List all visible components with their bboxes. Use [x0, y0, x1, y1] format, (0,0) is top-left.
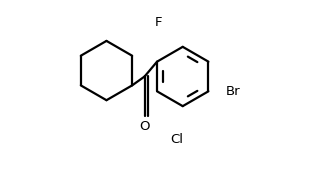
- Text: Cl: Cl: [170, 133, 183, 146]
- Text: Br: Br: [226, 85, 240, 98]
- Text: O: O: [139, 120, 150, 133]
- Text: F: F: [155, 16, 162, 29]
